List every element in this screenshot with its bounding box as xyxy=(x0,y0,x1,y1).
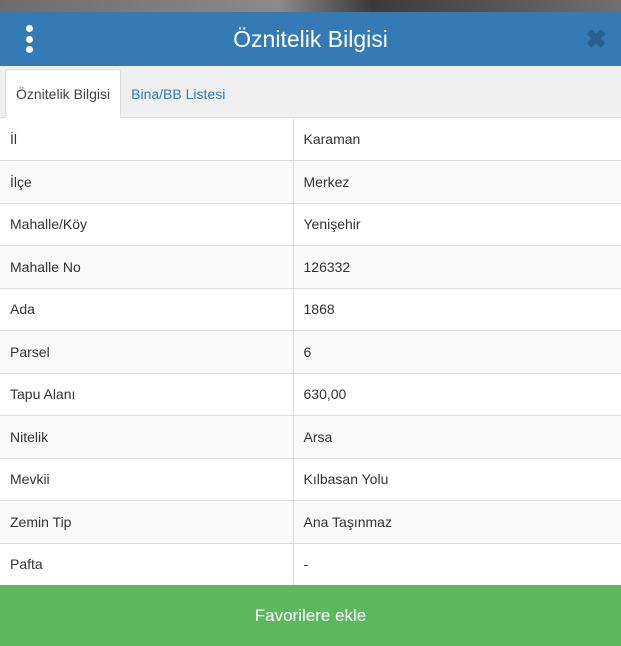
background-strip xyxy=(0,0,621,12)
attribute-key: Tapu Alanı xyxy=(0,373,294,416)
attribute-value: Yenişehir xyxy=(293,203,621,246)
attribute-value: - xyxy=(293,543,621,586)
table-row: İl Karaman xyxy=(0,118,621,161)
attribute-key: Ada xyxy=(0,288,294,331)
vertical-dots-icon[interactable] xyxy=(22,24,36,54)
attribute-value: 1868 xyxy=(293,288,621,331)
attribute-key: Parsel xyxy=(0,330,294,374)
tab-bar: Öznitelik Bilgisi Bina/BB Listesi xyxy=(0,66,621,118)
dialog-header: Öznitelik Bilgisi ✖ xyxy=(0,12,621,66)
add-favorite-button[interactable]: Favorilere ekle xyxy=(0,585,621,646)
attribute-key: Pafta xyxy=(0,543,294,586)
attribute-key: Nitelik xyxy=(0,415,294,459)
table-row: Parsel 6 xyxy=(0,330,621,374)
attribute-value: Kılbasan Yolu xyxy=(293,458,621,501)
table-row: Mevkii Kılbasan Yolu xyxy=(0,458,621,501)
attribute-value: Arsa xyxy=(293,415,621,459)
attribute-value: 6 xyxy=(293,330,621,374)
attribute-key: İl xyxy=(0,118,294,161)
attribute-value: Karaman xyxy=(293,118,621,161)
attribute-value: Ana Taşınmaz xyxy=(293,500,621,544)
table-row: Pafta - xyxy=(0,543,621,586)
close-icon[interactable]: ✖ xyxy=(585,24,607,54)
table-row: Tapu Alanı 630,00 xyxy=(0,373,621,416)
attribute-value: 126332 xyxy=(293,245,621,289)
tab-bina-bb-listesi[interactable]: Bina/BB Listesi xyxy=(131,85,226,102)
attribute-key: Zemin Tip xyxy=(0,500,294,544)
table-row: Nitelik Arsa xyxy=(0,415,621,459)
table-row: Zemin Tip Ana Taşınmaz xyxy=(0,500,621,544)
attribute-value: Merkez xyxy=(293,160,621,204)
tab-oznitelik-bilgisi[interactable]: Öznitelik Bilgisi xyxy=(5,69,122,118)
table-row: Mahalle/Köy Yenişehir xyxy=(0,203,621,246)
attribute-key: Mahalle No xyxy=(0,245,294,289)
attribute-table: İl Karaman İlçe Merkez Mahalle/Köy Yenişehir M… xyxy=(0,118,621,586)
attribute-key: Mevkii xyxy=(0,458,294,501)
attribute-value: 630,00 xyxy=(293,373,621,416)
table-row: Mahalle No 126332 xyxy=(0,245,621,289)
attribute-key: İlçe xyxy=(0,160,294,204)
attribute-key: Mahalle/Köy xyxy=(0,203,294,246)
table-row: İlçe Merkez xyxy=(0,160,621,204)
dialog-title: Öznitelik Bilgisi xyxy=(233,25,388,52)
table-row: Ada 1868 xyxy=(0,288,621,331)
